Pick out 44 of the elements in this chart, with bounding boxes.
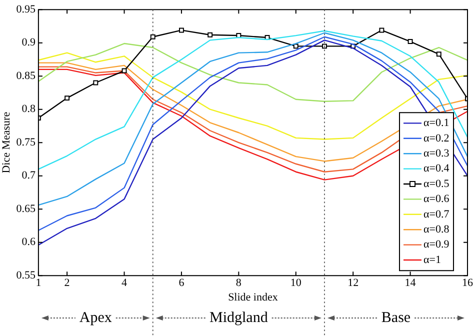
text: Midgland [210,310,268,326]
y-tick-label: 0.6 [22,236,36,248]
y-tick-label: 0.95 [16,3,36,16]
legend-label: α=0.1 [424,117,450,130]
x-tick-label: 6 [178,277,185,290]
point [122,68,127,74]
legend-label: α=0.3 [424,147,450,160]
legend-label: α=0.4 [424,162,450,175]
y-tick-label: 0.7 [22,170,36,182]
point [64,96,70,101]
x-axis-title: Slide index [228,291,278,304]
y-tick-label: 0.9 [22,36,36,49]
point [379,28,384,33]
y-tick-label: 0.75 [16,136,36,148]
point [436,52,442,57]
legend-label: α=0.8 [424,223,450,236]
x-tick-label: 1 [36,277,42,290]
x-tick-label: 14 [404,277,416,290]
x-tick-label: 12 [348,277,359,290]
y-tick-label: 0.85 [16,70,36,82]
x-tick-label: 2 [64,277,70,290]
y-tick-label: 0.65 [16,202,36,215]
legend-label: α=0.7 [424,208,450,220]
legend-label: α=0.2 [424,132,450,144]
text: Apex [79,310,112,326]
point [178,28,184,33]
text: Base [381,310,411,326]
point [150,34,156,40]
point [208,32,213,38]
point [293,44,298,49]
legend-label: α=0.9 [424,238,450,251]
x-tick-label: 16 [462,277,474,290]
legend-label: α=0.6 [424,193,450,206]
point [322,44,327,49]
x-tick-label: 8 [236,277,242,290]
point [93,80,98,86]
legend-label: α=1 [424,254,441,266]
y-tick-label: 0.8 [22,103,36,116]
x-tick-label: 4 [122,277,128,290]
x-tick-label: 10 [290,277,302,290]
point [408,39,413,44]
legend-label: α=0.5 [424,178,450,190]
y-tick-label: 0.55 [16,269,36,282]
y-axis-title: Dice Measure [0,112,12,174]
